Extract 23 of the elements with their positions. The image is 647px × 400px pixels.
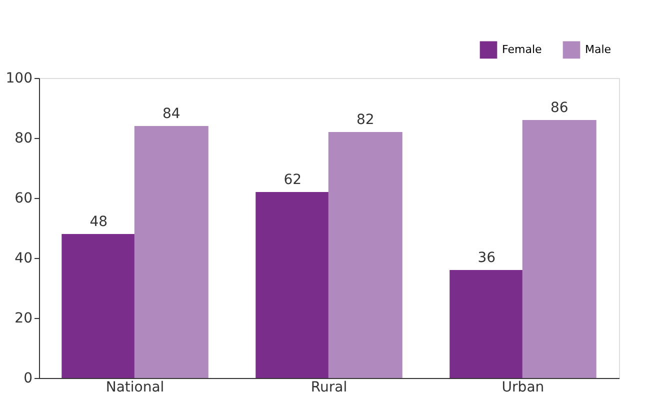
data-label: 86 xyxy=(550,100,568,116)
x-tick-label: National xyxy=(106,380,164,396)
bar xyxy=(328,132,402,378)
bar xyxy=(134,126,208,378)
y-tick-label: 40 xyxy=(14,250,32,266)
bar xyxy=(256,192,330,378)
data-label: 62 xyxy=(284,172,302,188)
y-tick-label: 80 xyxy=(14,130,32,146)
bar xyxy=(62,234,136,378)
bar xyxy=(450,270,524,378)
y-tick-label: 100 xyxy=(6,70,32,86)
x-tick-label: Urban xyxy=(502,380,544,396)
data-label: 36 xyxy=(478,250,496,266)
y-tick-label: 0 xyxy=(24,370,32,386)
legend-label: Female xyxy=(502,42,542,56)
legend-label: Male xyxy=(585,42,612,56)
data-label: 82 xyxy=(356,112,374,128)
data-label: 84 xyxy=(162,106,180,122)
bar xyxy=(522,120,596,378)
y-tick-label: 20 xyxy=(14,310,32,326)
data-label: 48 xyxy=(90,214,108,230)
x-tick-label: Rural xyxy=(310,380,348,396)
y-tick-label: 60 xyxy=(14,190,32,206)
